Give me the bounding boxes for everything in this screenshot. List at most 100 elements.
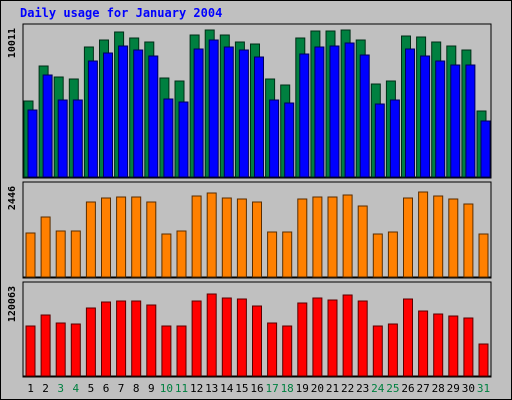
bar-bottom-s1-day-21 <box>327 299 338 377</box>
bar-middle-s1-day-12 <box>191 195 202 278</box>
bar-middle-s1-day-3 <box>55 230 66 278</box>
bar-middle-s1-day-7 <box>116 196 127 278</box>
bar-top-s2-day-3 <box>57 99 68 178</box>
x-tick-label-10: 10 <box>160 382 173 395</box>
bar-middle-s1-day-18 <box>282 231 293 278</box>
bar-bottom-s1-day-22 <box>342 294 353 377</box>
bar-middle-s1-day-15 <box>236 198 247 278</box>
bar-middle-s1-day-27 <box>418 191 429 278</box>
bar-bottom-s1-day-5 <box>85 307 96 377</box>
bar-middle-s1-day-30 <box>463 203 474 278</box>
bar-bottom-s1-day-20 <box>312 297 323 377</box>
bar-top-s2-day-16 <box>254 56 264 178</box>
bar-top-s2-day-28 <box>435 60 446 178</box>
bar-top-s2-day-13 <box>208 39 219 178</box>
bar-middle-s1-day-8 <box>131 196 142 278</box>
bar-bottom-s1-day-26 <box>403 298 413 377</box>
x-tick-label-5: 5 <box>88 382 95 395</box>
x-tick-label-2: 2 <box>42 382 49 395</box>
panel-bottom-ymax-label: 120063 <box>7 286 18 322</box>
bar-bottom-s1-day-8 <box>131 300 142 377</box>
bar-top-s2-day-22 <box>344 42 355 178</box>
x-tick-label-13: 13 <box>205 382 218 395</box>
bar-bottom-s1-day-23 <box>357 300 368 377</box>
bar-top-s2-day-20 <box>314 46 325 178</box>
bar-top-s2-day-7 <box>118 45 129 178</box>
x-tick-label-20: 20 <box>311 382 324 395</box>
x-tick-label-23: 23 <box>356 382 369 395</box>
bar-bottom-s1-day-19 <box>297 302 308 377</box>
bar-top-s2-day-4 <box>72 99 83 178</box>
bar-middle-s1-day-22 <box>342 194 353 278</box>
bar-middle-s1-day-10 <box>161 233 172 278</box>
x-tick-label-24: 24 <box>371 382 385 395</box>
bar-middle-s1-day-21 <box>327 196 338 278</box>
bar-middle-s1-day-1 <box>25 232 36 278</box>
x-tick-label-22: 22 <box>341 382 354 395</box>
x-tick-label-25: 25 <box>386 382 399 395</box>
bar-middle-s1-day-20 <box>312 196 323 278</box>
bar-top-s2-day-17 <box>269 99 280 178</box>
bar-top-s2-day-26 <box>405 48 415 178</box>
bar-top-s2-day-14 <box>223 46 234 178</box>
bar-top-s2-day-1 <box>27 109 38 178</box>
chart-title: Daily usage for January 2004 <box>20 6 223 20</box>
bar-bottom-s1-day-31 <box>478 343 489 377</box>
x-tick-label-31: 31 <box>477 382 490 395</box>
bar-middle-s1-day-31 <box>478 233 489 278</box>
x-tick-label-29: 29 <box>447 382 460 395</box>
bar-middle-s1-day-5 <box>85 201 96 278</box>
bar-bottom-s1-day-7 <box>116 300 127 377</box>
bar-middle-s1-day-13 <box>206 192 217 278</box>
x-tick-label-15: 15 <box>235 382 248 395</box>
bar-bottom-s1-day-25 <box>387 323 398 377</box>
bar-top-s2-day-11 <box>178 101 189 178</box>
bar-bottom-s1-day-4 <box>70 323 81 377</box>
bar-middle-s1-day-4 <box>70 230 81 278</box>
bar-top-s2-day-9 <box>148 55 159 178</box>
bar-top-s2-day-18 <box>284 102 295 178</box>
panel-middle-ymax-label: 2446 <box>7 186 18 210</box>
bar-bottom-s1-day-3 <box>55 322 66 377</box>
bar-top-s2-day-19 <box>299 53 310 178</box>
x-tick-label-19: 19 <box>296 382 309 395</box>
bar-top-s2-day-21 <box>329 45 340 178</box>
panel-top-ymax-label: 10011 <box>7 28 18 58</box>
bar-middle-s1-day-6 <box>101 197 111 278</box>
bar-top-s2-day-31 <box>480 120 491 178</box>
bar-bottom-s1-day-2 <box>40 314 51 377</box>
bar-top-s2-day-6 <box>103 52 113 178</box>
bar-middle-s1-day-11 <box>176 230 187 278</box>
bar-top-s2-day-30 <box>465 64 476 178</box>
x-tick-label-3: 3 <box>57 382 64 395</box>
x-tick-label-14: 14 <box>220 382 234 395</box>
x-tick-label-6: 6 <box>103 382 110 395</box>
bar-middle-s1-day-29 <box>448 198 459 278</box>
bar-bottom-s1-day-27 <box>418 310 429 377</box>
x-tick-label-28: 28 <box>432 382 445 395</box>
bar-top-s2-day-15 <box>238 49 249 178</box>
bar-middle-s1-day-2 <box>40 216 51 278</box>
bar-middle-s1-day-17 <box>267 231 278 278</box>
x-tick-label-4: 4 <box>72 382 79 395</box>
x-tick-label-9: 9 <box>148 382 155 395</box>
bar-bottom-s1-day-30 <box>463 317 474 377</box>
bar-bottom-s1-day-10 <box>161 325 172 377</box>
bar-top-s2-day-27 <box>420 55 431 178</box>
x-tick-label-26: 26 <box>401 382 414 395</box>
x-tick-label-27: 27 <box>416 382 429 395</box>
x-tick-label-8: 8 <box>133 382 140 395</box>
bar-top-s2-day-23 <box>359 54 370 178</box>
bar-bottom-s1-day-16 <box>252 305 262 377</box>
bar-middle-s1-day-23 <box>357 205 368 278</box>
bar-middle-s1-day-24 <box>372 233 383 278</box>
bar-bottom-s1-day-6 <box>101 301 111 377</box>
bar-bottom-s1-day-13 <box>206 293 217 377</box>
x-tick-label-21: 21 <box>326 382 339 395</box>
bar-middle-s1-day-19 <box>297 198 308 278</box>
bar-bottom-s1-day-29 <box>448 315 459 377</box>
bar-middle-s1-day-26 <box>403 197 413 278</box>
bar-top-s2-day-10 <box>163 98 174 178</box>
